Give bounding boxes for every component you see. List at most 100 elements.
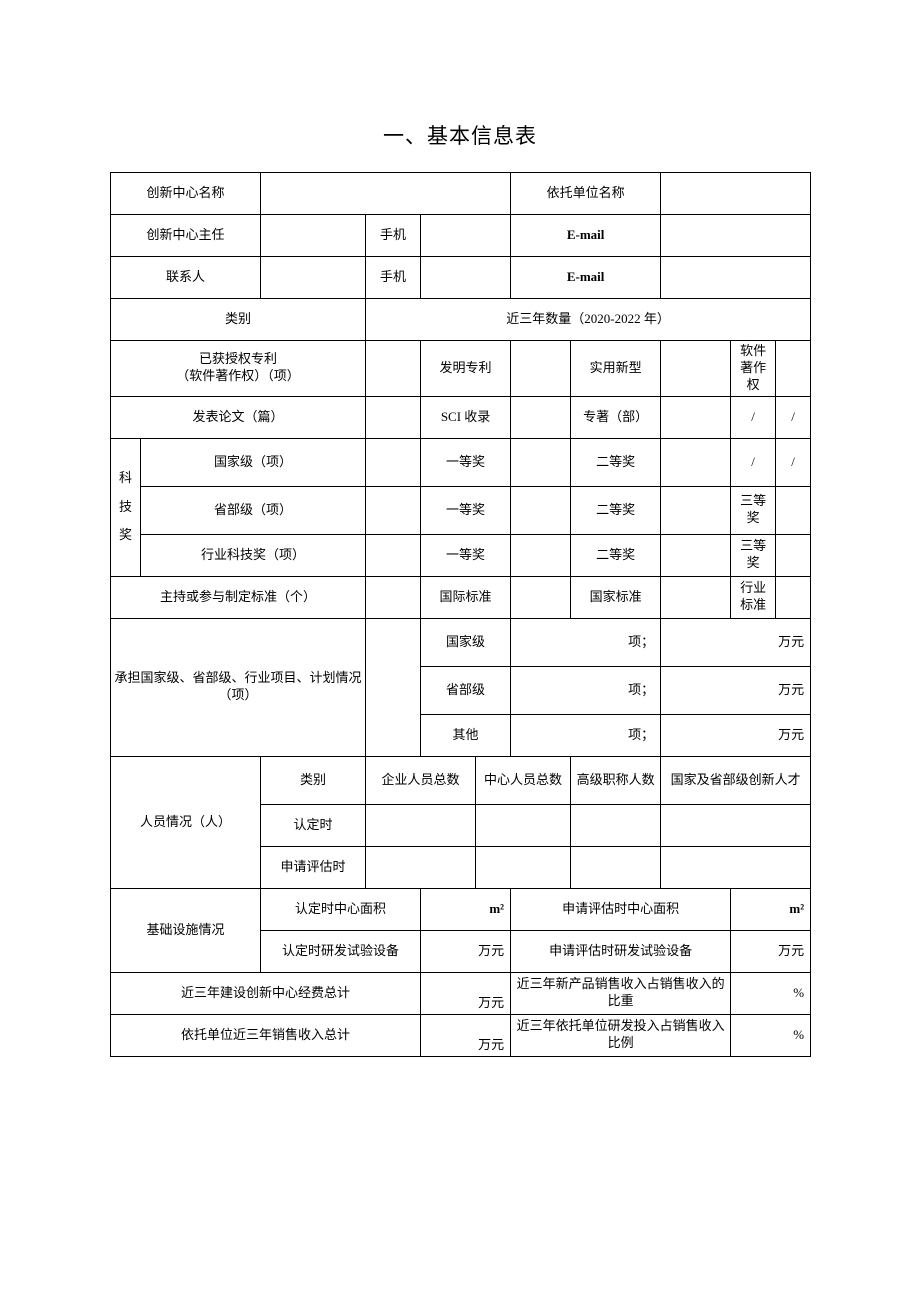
label-contact: 联系人 bbox=[111, 257, 261, 299]
value-papers[interactable] bbox=[366, 396, 421, 438]
label-area-rec: 认定时中心面积 bbox=[261, 888, 421, 930]
value-first-prize-i[interactable] bbox=[511, 534, 571, 576]
label-area-eval: 申请评估时中心面积 bbox=[511, 888, 731, 930]
label-p-category: 类别 bbox=[261, 756, 366, 804]
label-center-name: 创新中心名称 bbox=[111, 173, 261, 215]
label-contact-phone: 手机 bbox=[366, 257, 421, 299]
value-national-award[interactable] bbox=[366, 438, 421, 486]
value-proj-other-count[interactable]: 项； bbox=[511, 714, 661, 756]
value-third-prize-p[interactable] bbox=[776, 486, 811, 534]
label-proj-national: 国家级 bbox=[421, 618, 511, 666]
label-patents: 已获授权专利 （软件著作权）（项） bbox=[111, 341, 366, 397]
value-3yr-sales[interactable]: 万元 bbox=[421, 1014, 511, 1056]
label-software: 软件著作权 bbox=[731, 341, 776, 397]
label-second-prize-p: 二等奖 bbox=[571, 486, 661, 534]
value-monograph[interactable] bbox=[661, 396, 731, 438]
label-unit-name: 依托单位名称 bbox=[511, 173, 661, 215]
label-projects: 承担国家级、省部级、行业项目、计划情况（项） bbox=[111, 618, 366, 756]
na-cell-3: / bbox=[731, 438, 776, 486]
na-cell-1: / bbox=[731, 396, 776, 438]
label-third-prize-p: 三等奖 bbox=[731, 486, 776, 534]
label-rd-ratio: 近三年依托单位研发投入占销售收入比例 bbox=[511, 1014, 731, 1056]
value-patents-total[interactable] bbox=[366, 341, 421, 397]
label-national-award: 国家级（项） bbox=[141, 438, 366, 486]
label-director-email: E-mail bbox=[511, 215, 661, 257]
label-industry-award: 行业科技奖（项） bbox=[141, 534, 366, 576]
value-equip-eval[interactable]: 万元 bbox=[731, 930, 811, 972]
value-new-product-ratio[interactable]: % bbox=[731, 972, 811, 1014]
value-intl-std[interactable] bbox=[511, 576, 571, 618]
label-personnel: 人员情况（人） bbox=[111, 756, 261, 888]
label-ind-std: 行业标准 bbox=[731, 576, 776, 618]
na-cell-2: / bbox=[776, 396, 811, 438]
label-new-product-ratio: 近三年新产品销售收入占销售收入的比重 bbox=[511, 972, 731, 1014]
value-senior-eval[interactable] bbox=[571, 846, 661, 888]
label-papers: 发表论文（篇） bbox=[111, 396, 366, 438]
value-talent-rec[interactable] bbox=[661, 804, 811, 846]
label-at-evaluation: 申请评估时 bbox=[261, 846, 366, 888]
value-director-email[interactable] bbox=[661, 215, 811, 257]
value-ind-std[interactable] bbox=[776, 576, 811, 618]
label-intl-std: 国际标准 bbox=[421, 576, 511, 618]
value-sci[interactable] bbox=[511, 396, 571, 438]
value-center-rec[interactable] bbox=[476, 804, 571, 846]
label-equip-rec: 认定时研发试验设备 bbox=[261, 930, 421, 972]
value-center-eval[interactable] bbox=[476, 846, 571, 888]
value-proj-national-count[interactable]: 项； bbox=[511, 618, 661, 666]
value-3yr-fund[interactable]: 万元 bbox=[421, 972, 511, 1014]
label-standards: 主持或参与制定标准（个） bbox=[111, 576, 366, 618]
value-ent-eval[interactable] bbox=[366, 846, 476, 888]
value-senior-rec[interactable] bbox=[571, 804, 661, 846]
value-software[interactable] bbox=[776, 341, 811, 397]
value-first-prize-p[interactable] bbox=[511, 486, 571, 534]
value-natl-std[interactable] bbox=[661, 576, 731, 618]
label-third-prize-i: 三等奖 bbox=[731, 534, 776, 576]
value-ent-rec[interactable] bbox=[366, 804, 476, 846]
value-contact-email[interactable] bbox=[661, 257, 811, 299]
value-standards[interactable] bbox=[366, 576, 421, 618]
value-first-prize-n[interactable] bbox=[511, 438, 571, 486]
value-second-prize-n[interactable] bbox=[661, 438, 731, 486]
label-category: 类别 bbox=[111, 299, 366, 341]
value-third-prize-i[interactable] bbox=[776, 534, 811, 576]
value-proj-provincial-count[interactable]: 项； bbox=[511, 666, 661, 714]
label-first-prize-p: 一等奖 bbox=[421, 486, 511, 534]
label-enterprise-total: 企业人员总数 bbox=[366, 756, 476, 804]
value-unit-name[interactable] bbox=[661, 173, 811, 215]
value-utility[interactable] bbox=[661, 341, 731, 397]
value-proj-other-amount[interactable]: 万元 bbox=[661, 714, 811, 756]
value-second-prize-i[interactable] bbox=[661, 534, 731, 576]
value-projects-total[interactable] bbox=[366, 618, 421, 756]
value-area-eval[interactable]: m² bbox=[731, 888, 811, 930]
label-first-prize-i: 一等奖 bbox=[421, 534, 511, 576]
value-industry-award[interactable] bbox=[366, 534, 421, 576]
value-director[interactable] bbox=[261, 215, 366, 257]
label-monograph: 专著（部） bbox=[571, 396, 661, 438]
label-second-prize-i: 二等奖 bbox=[571, 534, 661, 576]
value-invention[interactable] bbox=[511, 341, 571, 397]
label-first-prize-n: 一等奖 bbox=[421, 438, 511, 486]
value-director-phone[interactable] bbox=[421, 215, 511, 257]
value-rd-ratio[interactable]: % bbox=[731, 1014, 811, 1056]
value-equip-rec[interactable]: 万元 bbox=[421, 930, 511, 972]
label-center-total: 中心人员总数 bbox=[476, 756, 571, 804]
label-3year-qty: 近三年数量（2020-2022 年） bbox=[366, 299, 811, 341]
value-center-name[interactable] bbox=[261, 173, 511, 215]
value-contact-phone[interactable] bbox=[421, 257, 511, 299]
label-at-recognition: 认定时 bbox=[261, 804, 366, 846]
value-talent-eval[interactable] bbox=[661, 846, 811, 888]
label-sci: SCI 收录 bbox=[421, 396, 511, 438]
value-area-rec[interactable]: m² bbox=[421, 888, 511, 930]
value-contact[interactable] bbox=[261, 257, 366, 299]
label-contact-email: E-mail bbox=[511, 257, 661, 299]
label-infrastructure: 基础设施情况 bbox=[111, 888, 261, 972]
label-talent: 国家及省部级创新人才 bbox=[661, 756, 811, 804]
label-invention: 发明专利 bbox=[421, 341, 511, 397]
label-3yr-sales: 依托单位近三年销售收入总计 bbox=[111, 1014, 421, 1056]
value-proj-provincial-amount[interactable]: 万元 bbox=[661, 666, 811, 714]
value-proj-national-amount[interactable]: 万元 bbox=[661, 618, 811, 666]
value-provincial-award[interactable] bbox=[366, 486, 421, 534]
label-3yr-fund: 近三年建设创新中心经费总计 bbox=[111, 972, 421, 1014]
value-second-prize-p[interactable] bbox=[661, 486, 731, 534]
label-natl-std: 国家标准 bbox=[571, 576, 661, 618]
